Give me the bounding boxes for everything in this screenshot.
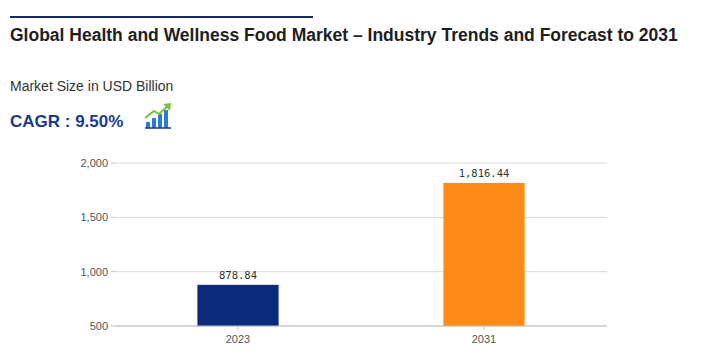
bars bbox=[197, 183, 524, 326]
y-tick bbox=[111, 271, 115, 272]
page: Global Health and Wellness Food Market –… bbox=[0, 0, 701, 362]
icon-arrow bbox=[145, 105, 169, 118]
x-tick bbox=[238, 326, 239, 330]
grid-line bbox=[115, 326, 607, 327]
data-label: 1,816.44 bbox=[459, 167, 510, 179]
title: Global Health and Wellness Food Market –… bbox=[10, 24, 680, 47]
icon-bar bbox=[152, 118, 156, 128]
data-label: 878.84 bbox=[219, 269, 257, 281]
y-tick bbox=[111, 217, 115, 218]
y-tick-label: 1,500 bbox=[80, 211, 108, 223]
y-tick bbox=[111, 163, 115, 164]
cagr-annotation: CAGR : 9.50% bbox=[10, 112, 123, 132]
x-tick-label: 2031 bbox=[472, 333, 496, 345]
icon-bar bbox=[164, 110, 168, 128]
cagr-icon bbox=[145, 103, 171, 128]
icon-base bbox=[145, 127, 171, 129]
grid-line bbox=[115, 271, 607, 272]
icon-bar bbox=[146, 122, 150, 128]
grid-line bbox=[115, 163, 607, 164]
y-tick-label: 2,000 bbox=[80, 157, 108, 169]
header-rule bbox=[10, 16, 313, 18]
x-tick-label: 2023 bbox=[226, 333, 250, 345]
grid-line bbox=[115, 217, 607, 218]
chart: 500 1,000 1,500 2,000 2023 2031 878.84 1,816.44 bbox=[0, 0, 701, 362]
subtitle: Market Size in USD Billion bbox=[10, 78, 173, 94]
y-tick-label: 1,000 bbox=[80, 266, 108, 278]
icon-bar bbox=[158, 114, 162, 128]
x-tick bbox=[484, 326, 485, 330]
icon-arrow-head bbox=[163, 103, 171, 111]
bar bbox=[443, 183, 524, 326]
y-tick bbox=[111, 326, 115, 327]
y-tick-label: 500 bbox=[90, 320, 108, 332]
bar bbox=[197, 285, 278, 326]
x-axis bbox=[115, 326, 607, 327]
